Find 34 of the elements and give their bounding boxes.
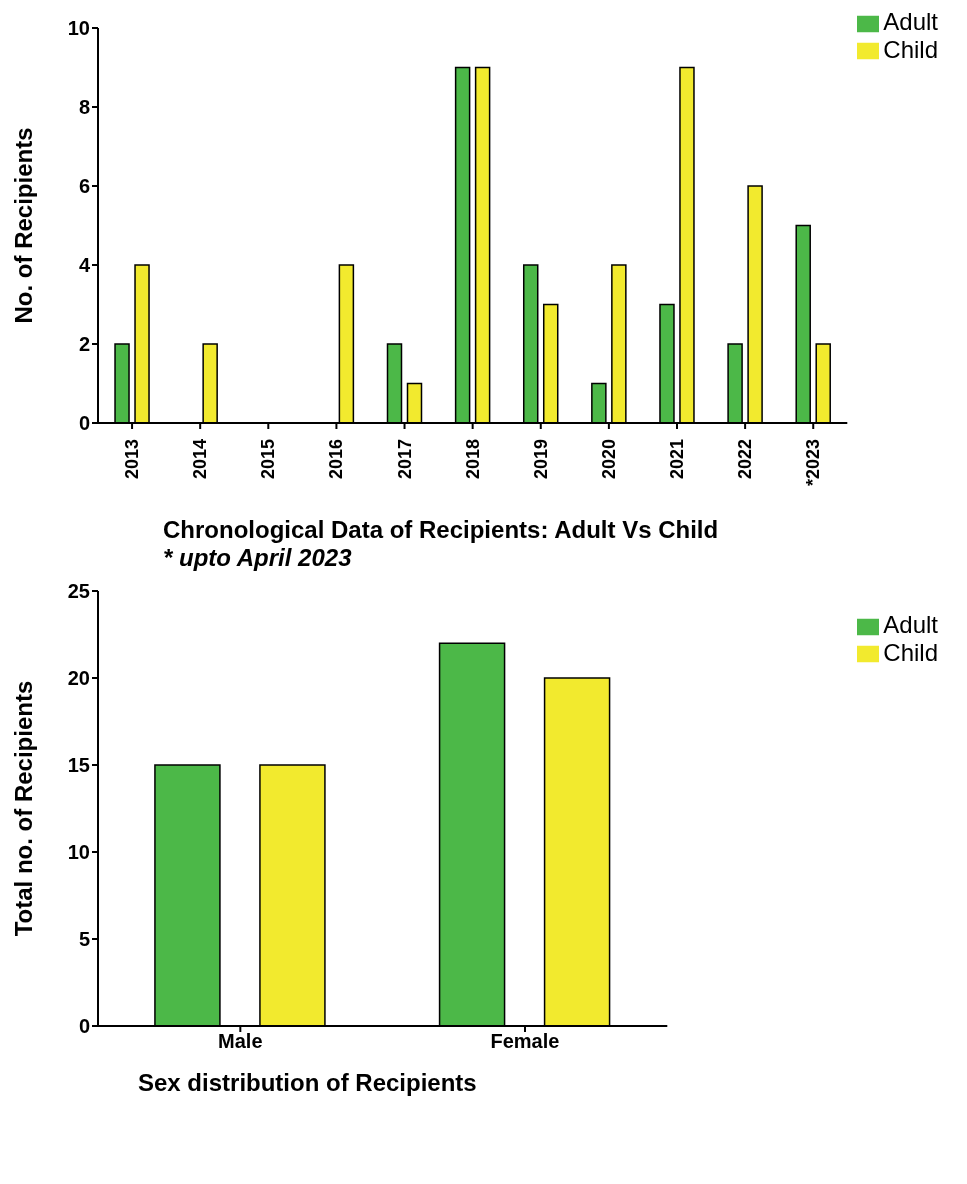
y-tick-label: 4 [78, 254, 91, 277]
x-tick-label: Male [218, 1030, 263, 1053]
x-tick-label: 2017 [394, 439, 415, 480]
x-tick-label: 2013 [122, 439, 143, 480]
y-tick-label: 5 [78, 928, 90, 951]
x-tick-label: 2019 [530, 439, 551, 480]
y-tick-label: 2 [78, 333, 90, 356]
x-tick-label: 2021 [667, 439, 687, 480]
x-tick-label: 2015 [258, 439, 279, 480]
x-tick-label: 2016 [326, 439, 347, 480]
y-axis-title: Total no. of Recipients [9, 680, 37, 937]
y-tick-label: 10 [67, 17, 90, 40]
x-tick-label: *2023 [803, 439, 824, 487]
x-tick-label: 2022 [735, 439, 756, 480]
y-tick-label: 25 [67, 580, 90, 603]
legend-label: Child [883, 638, 938, 666]
y-tick-label: 10 [67, 841, 90, 864]
legend-label: Child [883, 35, 938, 63]
x-tick-label: 2014 [190, 439, 211, 480]
y-tick-label: 15 [67, 754, 90, 777]
x-axis-title: Sex distribution of Recipients [137, 1069, 478, 1097]
y-tick-label: 8 [78, 96, 90, 119]
legend-label: Adult [883, 8, 938, 35]
x-tick-label: 2018 [462, 439, 483, 480]
y-axis-title: No. of Recipients [9, 127, 37, 324]
y-tick-label: 0 [78, 412, 90, 435]
legend-label: Adult [883, 611, 938, 639]
x-tick-label: Female [490, 1030, 560, 1053]
y-tick-label: 20 [67, 667, 90, 690]
x-tick-label: 2020 [598, 439, 619, 480]
x-axis-title: Chronological Data of Recipients: Adult Vs Child [162, 516, 720, 544]
y-tick-label: 0 [78, 1015, 90, 1038]
text: * upto April 2023 [162, 543, 353, 572]
y-tick-label: 6 [78, 175, 90, 198]
